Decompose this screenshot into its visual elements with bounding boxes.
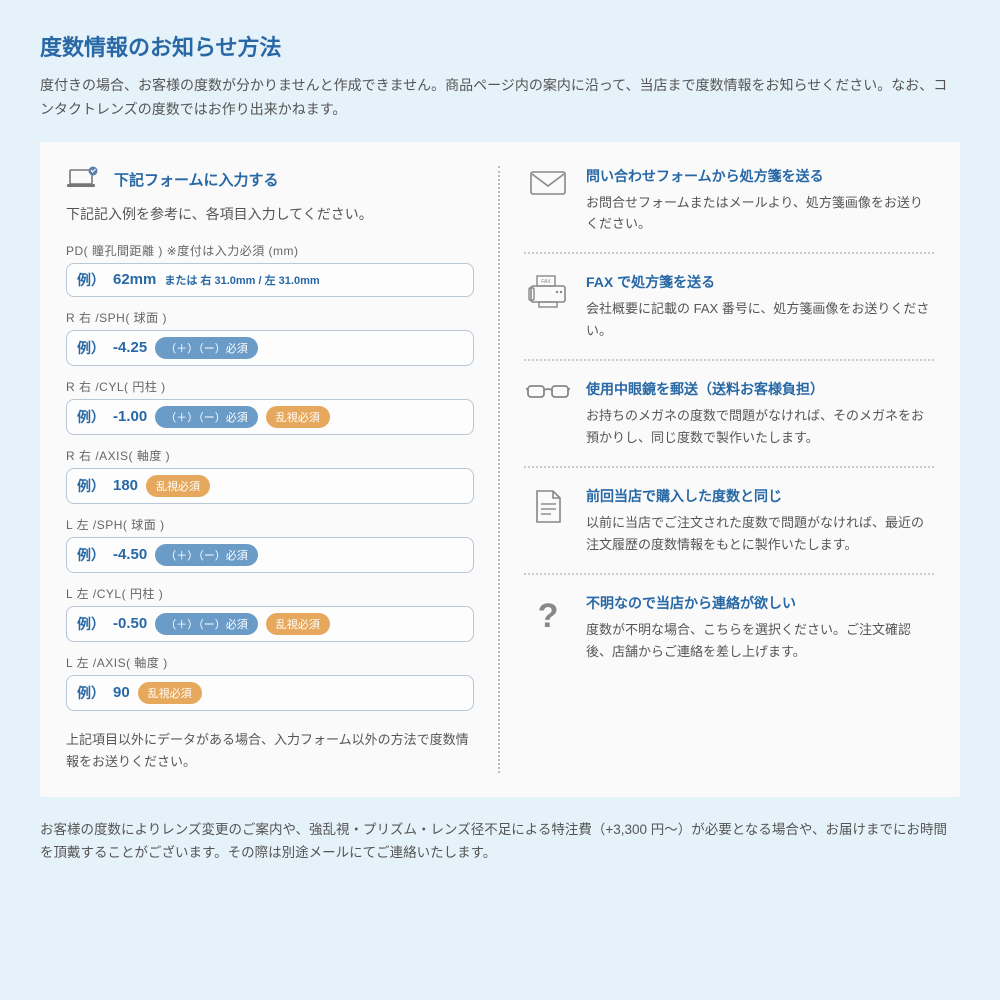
field-value: 180 [113, 477, 138, 494]
field-prefix: 例） [77, 270, 105, 290]
form-column: 下記フォームに入力する 下記記入例を参考に、各項目入力してください。 PD( 瞳… [66, 166, 500, 773]
glasses-icon [524, 379, 572, 448]
option-body: 問い合わせフォームから処方箋を送るお問合せフォームまたはメールより、処方箋画像を… [586, 166, 934, 235]
form-subtitle: 下記記入例を参考に、各項目入力してください。 [66, 204, 474, 224]
field-input[interactable]: 例） 180 乱視必須 [66, 468, 474, 504]
form-header: 下記フォームに入力する [66, 166, 474, 194]
field-label: R 右 /CYL( 円柱 ) [66, 378, 474, 395]
pill-required: （＋）（ー）必須 [155, 613, 258, 635]
field-input[interactable]: 例） -1.00 （＋）（ー）必須乱視必須 [66, 399, 474, 435]
option-body: 使用中眼鏡を郵送（送料お客様負担） お持ちのメガネの度数で問題がなければ、そのメガ… [586, 379, 934, 448]
page-title: 度数情報のお知らせ方法 [40, 30, 960, 62]
field-input[interactable]: 例） 90 乱視必須 [66, 675, 474, 711]
field-value: -0.50 [113, 615, 147, 632]
field-label: R 右 /AXIS( 軸度 ) [66, 447, 474, 464]
option-item: 問い合わせフォームから処方箋を送るお問合せフォームまたはメールより、処方箋画像を… [524, 166, 934, 255]
pill-astigmatism: 乱視必須 [266, 613, 330, 635]
svg-text:FAX: FAX [541, 279, 551, 285]
field-label: R 右 /SPH( 球面 ) [66, 309, 474, 326]
pill-astigmatism: 乱視必須 [146, 475, 210, 497]
field-input[interactable]: 例） -4.50 （＋）（ー）必須 [66, 537, 474, 573]
field-prefix: 例） [77, 407, 105, 427]
field-prefix: 例） [77, 476, 105, 496]
field-label: L 左 /AXIS( 軸度 ) [66, 654, 474, 671]
field-label: PD( 瞳孔間距離 ) ※度付は入力必須 (mm) [66, 242, 474, 259]
field-value: -4.50 [113, 546, 147, 563]
field-input[interactable]: 例） 62mm または 右 31.0mm / 左 31.0mm [66, 263, 474, 297]
option-desc: 度数が不明な場合、こちらを選択ください。ご注文確認後、店舗からご連絡を差し上げま… [586, 619, 934, 662]
option-item: FAX FAX で処方箋を送る会社概要に記載の FAX 番号に、処方箋画像をお送り… [524, 254, 934, 361]
option-desc: お持ちのメガネの度数で問題がなければ、そのメガネをお預かりし、同じ度数で製作いた… [586, 405, 934, 448]
field-label: L 左 /SPH( 球面 ) [66, 516, 474, 533]
field-group: L 左 /CYL( 円柱 ) 例） -0.50 （＋）（ー）必須乱視必須 [66, 585, 474, 642]
option-body: FAX で処方箋を送る会社概要に記載の FAX 番号に、処方箋画像をお送りくださ… [586, 272, 934, 341]
field-value: -1.00 [113, 408, 147, 425]
option-body: 前回当店で購入した度数と同じ以前に当店でご注文された度数で問題がなければ、最近の… [586, 486, 934, 555]
form-header-title: 下記フォームに入力する [114, 169, 279, 190]
field-value: 90 [113, 684, 130, 701]
option-body: 不明なので当店から連絡が欲しい度数が不明な場合、こちらを選択ください。ご注文確認… [586, 593, 934, 662]
field-label: L 左 /CYL( 円柱 ) [66, 585, 474, 602]
field-input[interactable]: 例） -0.50 （＋）（ー）必須乱視必須 [66, 606, 474, 642]
doc-icon [524, 486, 572, 555]
pill-astigmatism: 乱視必須 [138, 682, 202, 704]
field-prefix: 例） [77, 338, 105, 358]
field-group: R 右 /AXIS( 軸度 ) 例） 180 乱視必須 [66, 447, 474, 504]
pill-required: （＋）（ー）必須 [155, 406, 258, 428]
option-desc: 会社概要に記載の FAX 番号に、処方箋画像をお送りください。 [586, 298, 934, 341]
option-item: ? 不明なので当店から連絡が欲しい度数が不明な場合、こちらを選択ください。ご注文確… [524, 575, 934, 680]
option-title: 使用中眼鏡を郵送（送料お客様負担） [586, 379, 934, 399]
field-group: R 右 /SPH( 球面 ) 例） -4.25 （＋）（ー）必須 [66, 309, 474, 366]
option-desc: 以前に当店でご注文された度数で問題がなければ、最近の注文履歴の度数情報をもとに製… [586, 512, 934, 555]
footer-note: お客様の度数によりレンズ変更のご案内や、強乱視・プリズム・レンズ径不足による特注… [40, 819, 960, 865]
pill-astigmatism: 乱視必須 [266, 406, 330, 428]
option-title: 不明なので当店から連絡が欲しい [586, 593, 934, 613]
field-group: PD( 瞳孔間距離 ) ※度付は入力必須 (mm) 例） 62mm または 右 31.… [66, 242, 474, 297]
option-desc: お問合せフォームまたはメールより、処方箋画像をお送りください。 [586, 192, 934, 235]
field-value: 62mm [113, 271, 156, 288]
options-column: 問い合わせフォームから処方箋を送るお問合せフォームまたはメールより、処方箋画像を… [500, 166, 934, 773]
field-group: R 右 /CYL( 円柱 ) 例） -1.00 （＋）（ー）必須乱視必須 [66, 378, 474, 435]
option-item: 使用中眼鏡を郵送（送料お客様負担） お持ちのメガネの度数で問題がなければ、そのメガ… [524, 361, 934, 468]
option-title: 問い合わせフォームから処方箋を送る [586, 166, 934, 186]
field-input[interactable]: 例） -4.25 （＋）（ー）必須 [66, 330, 474, 366]
mail-icon [524, 166, 572, 235]
question-icon: ? [524, 593, 572, 662]
field-prefix: 例） [77, 545, 105, 565]
field-group: L 左 /AXIS( 軸度 ) 例） 90 乱視必須 [66, 654, 474, 711]
option-item: 前回当店で購入した度数と同じ以前に当店でご注文された度数で問題がなければ、最近の… [524, 468, 934, 575]
intro-text: 度付きの場合、お客様の度数が分かりませんと作成できません。商品ページ内の案内に沿… [40, 74, 960, 122]
field-group: L 左 /SPH( 球面 ) 例） -4.50 （＋）（ー）必須 [66, 516, 474, 573]
form-note: 上記項目以外にデータがある場合、入力フォーム以外の方法で度数情報をお送りください… [66, 729, 474, 773]
field-extra: または 右 31.0mm / 左 31.0mm [164, 272, 319, 288]
field-value: -4.25 [113, 339, 147, 356]
option-title: 前回当店で購入した度数と同じ [586, 486, 934, 506]
pill-required: （＋）（ー）必須 [155, 337, 258, 359]
laptop-icon [66, 166, 102, 194]
pill-required: （＋）（ー）必須 [155, 544, 258, 566]
main-card: 下記フォームに入力する 下記記入例を参考に、各項目入力してください。 PD( 瞳… [40, 142, 960, 797]
field-prefix: 例） [77, 683, 105, 703]
option-title: FAX で処方箋を送る [586, 272, 934, 292]
fax-icon: FAX [524, 272, 572, 341]
field-prefix: 例） [77, 614, 105, 634]
svg-text:?: ? [538, 597, 559, 635]
